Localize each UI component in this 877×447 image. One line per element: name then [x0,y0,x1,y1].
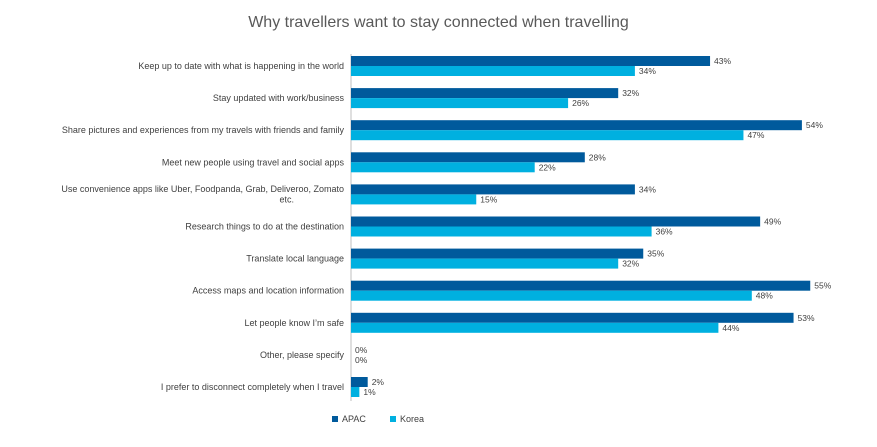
bar-apac [351,88,619,99]
category-label: Use convenience apps like Uber, Foodpand… [61,184,344,205]
bar-korea [351,290,752,301]
bar-korea [351,130,744,141]
data-label-apac: 34% [639,184,656,194]
bar-apac [351,120,802,131]
data-label-korea: 22% [539,162,556,172]
data-label-korea: 44% [722,323,739,333]
legend-swatch-korea [390,416,396,422]
bar-apac [351,184,635,195]
bar-korea [351,162,535,173]
data-label-korea: 48% [756,291,773,301]
data-label-apac: 28% [589,152,606,162]
data-label-korea: 32% [622,259,639,269]
category-label: Research things to do at the destination [185,222,344,232]
bar-korea [351,66,635,76]
bar-korea [351,226,652,237]
data-label-korea: 36% [656,227,673,237]
category-label: Let people know I’m safe [244,318,344,328]
data-label-korea: 0% [355,355,368,365]
data-label-apac: 35% [647,249,664,259]
bar-apac [351,56,711,66]
category-label: Meet new people using travel and social … [162,157,345,167]
bar-apac [351,152,585,163]
category-label: Translate local language [246,254,344,264]
category-label: Keep up to date with what is happening i… [138,61,344,71]
data-label-apac: 2% [372,377,385,387]
category-label: Share pictures and experiences from my t… [62,125,345,135]
bar-apac [351,216,761,227]
data-label-apac: 49% [764,217,781,227]
data-label-korea: 1% [363,387,376,397]
data-label-korea: 34% [639,66,656,76]
category-label: I prefer to disconnect completely when I… [161,382,344,392]
bar-korea [351,98,569,109]
bar-apac [351,248,644,259]
bar-korea [351,322,719,333]
data-label-korea: 15% [480,194,497,204]
category-label: Access maps and location information [192,286,344,296]
legend-label-apac: APAC [342,414,366,424]
bar-apac [351,377,368,387]
bar-korea [351,258,619,269]
data-label-apac: 54% [806,120,823,130]
data-label-apac: 43% [714,56,731,66]
chart-title: Why travellers want to stay connected wh… [248,14,629,31]
data-label-apac: 53% [798,313,815,323]
legend-swatch-apac [332,416,338,422]
legend-label-korea: Korea [400,414,424,424]
category-label: Stay updated with work/business [213,93,345,103]
bar-apac [351,280,811,291]
bar-apac [351,312,794,323]
category-label: Other, please specify [260,350,345,360]
data-label-apac: 32% [622,88,639,98]
data-label-apac: 55% [814,281,831,291]
data-label-korea: 26% [572,98,589,108]
data-label-korea: 47% [747,130,764,140]
bar-korea [351,194,477,205]
data-label-apac: 0% [355,345,368,355]
bar-korea [351,387,360,397]
